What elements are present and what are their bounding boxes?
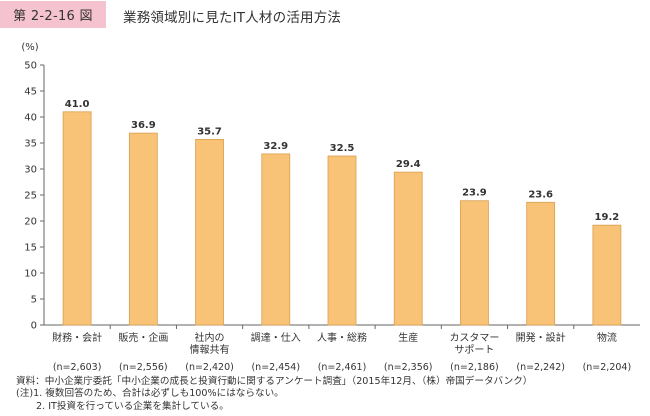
y-tick-label: 20 <box>24 217 37 228</box>
x-tick-label: 販売・企画 <box>118 331 168 344</box>
x-tick-label: 開発・設計 <box>516 331 566 344</box>
footnote-note-1: (注)1. 複数回答のため、合計は必ずしも100%にはならない。 <box>16 388 284 400</box>
sample-size-label: (n=2,242) <box>516 362 565 373</box>
y-tick-label: 15 <box>24 243 37 254</box>
x-tick-label: 調達・仕入 <box>251 331 301 344</box>
y-tick-label: 25 <box>24 191 37 202</box>
bar <box>128 132 158 326</box>
y-tick-label: 10 <box>24 269 37 280</box>
x-tick-label: 生産 <box>398 331 418 344</box>
bar <box>460 200 489 326</box>
y-tick-label: 0 <box>31 321 37 332</box>
sample-size-label: (n=2,420) <box>185 362 234 373</box>
sample-size-label: (n=2,454) <box>251 362 300 373</box>
sample-size-label: (n=2,204) <box>583 362 632 373</box>
bar <box>393 171 423 326</box>
figure-header: 第 2-2-16 図 業務領域別に見たIT人材の活用方法 <box>0 0 650 30</box>
x-tick-label: 物流 <box>597 331 617 344</box>
sample-size-label: (n=2,556) <box>119 362 168 373</box>
data-label: 36.9 <box>131 120 156 131</box>
figure-title: 業務領域別に見たIT人材の活用方法 <box>123 10 342 26</box>
x-tick-label: 財務・会計 <box>52 331 102 344</box>
data-label: 32.9 <box>263 141 288 152</box>
y-tick-label: 30 <box>24 165 37 176</box>
bar <box>327 155 357 326</box>
bar-chart: (%) 0 5 10 15 20 25 30 35 40 45 50 41.0 財務・会計 (n=2,603… <box>21 42 640 373</box>
footnote-note-2: 2. IT投資を行っている企業を集計している。 <box>36 400 229 412</box>
x-tick-label: 人事・総務 <box>317 331 367 344</box>
y-tick-label: 35 <box>24 139 37 150</box>
x-tick-label: 社内の <box>195 331 225 344</box>
sample-size-label: (n=2,356) <box>384 362 433 373</box>
y-tick-label: 5 <box>31 295 37 306</box>
figure-number-badge: 第 2-2-16 図 <box>0 1 106 28</box>
y-tick-label: 45 <box>24 87 37 98</box>
data-label: 35.7 <box>197 126 222 137</box>
y-tick-label: 50 <box>24 61 37 72</box>
x-tick-label: カスタマー <box>449 332 499 344</box>
data-label: 23.6 <box>528 189 553 200</box>
data-label: 29.4 <box>396 159 421 170</box>
footnote-source: 資料：中小企業庁委託「中小企業の成長と投資行動に関するアンケート調査」（2015… <box>16 376 533 387</box>
sample-size-label: (n=2,603) <box>53 362 102 373</box>
bar <box>592 224 622 326</box>
y-axis-unit-label: (%) <box>21 42 38 53</box>
y-tick-label: 40 <box>24 113 37 124</box>
data-label: 23.9 <box>462 188 487 199</box>
bar <box>261 153 291 326</box>
bar <box>526 201 556 326</box>
data-label: 19.2 <box>595 212 620 223</box>
bar <box>62 111 92 326</box>
x-tick-label: 情報共有 <box>190 343 230 356</box>
data-label: 41.0 <box>65 99 90 110</box>
sample-size-label: (n=2,186) <box>450 362 499 373</box>
footnotes: 資料：中小企業庁委託「中小企業の成長と投資行動に関するアンケート調査」（2015… <box>16 376 532 413</box>
data-label: 32.5 <box>330 143 355 154</box>
x-tick-label: サポート <box>454 344 494 356</box>
sample-size-label: (n=2,461) <box>318 362 367 373</box>
bar <box>195 138 224 326</box>
